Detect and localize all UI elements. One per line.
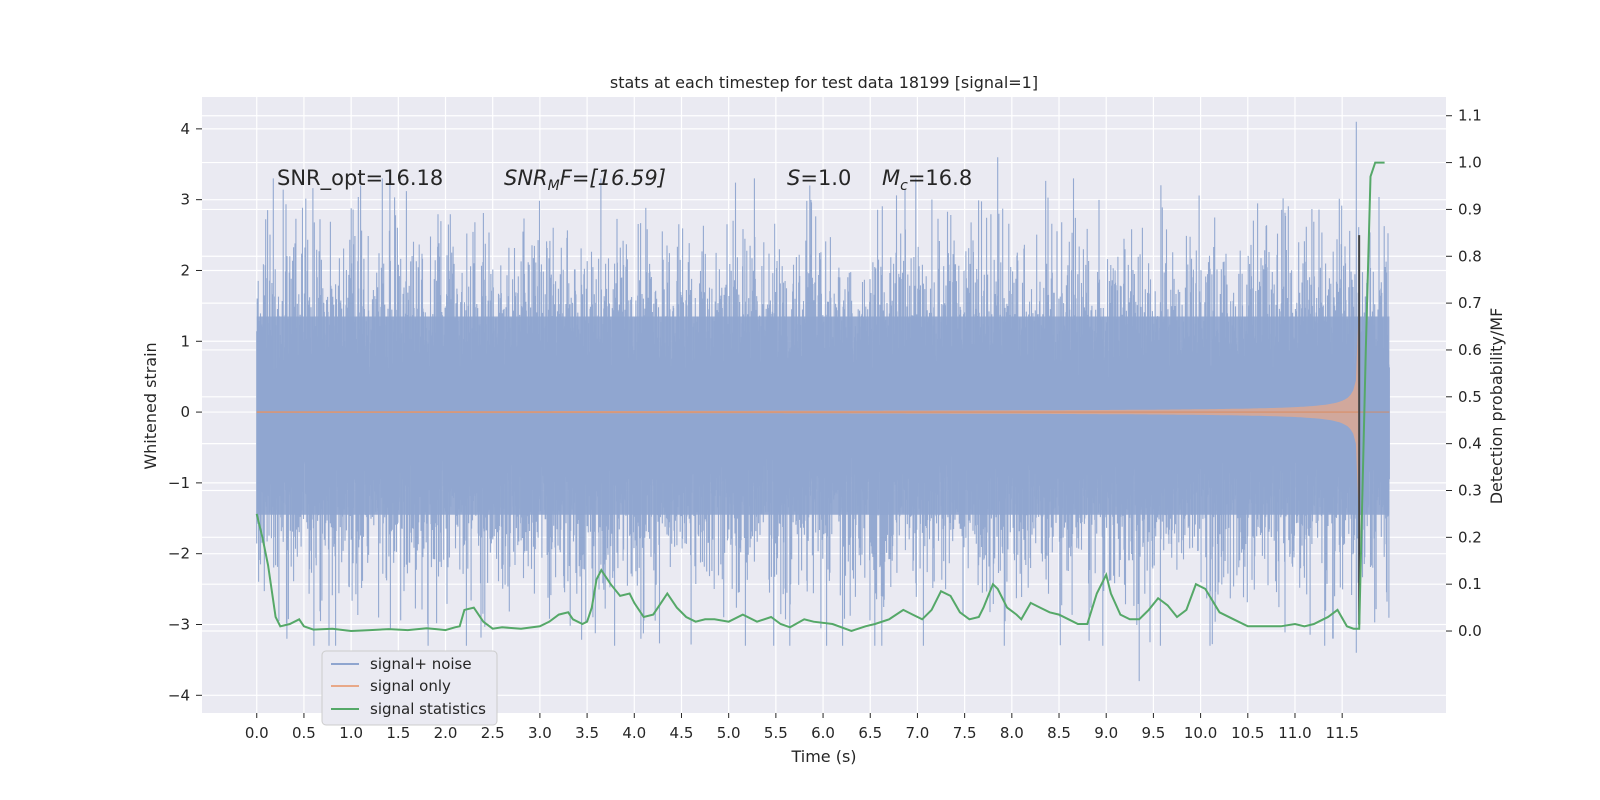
x-tick-label: 1.0 [339, 724, 363, 742]
left-y-tick-label: 0 [180, 403, 190, 421]
x-tick-label: 5.5 [764, 724, 788, 742]
right-y-axis-ticks: 1.1 1.0 0.9 0.8 0.7 0.6 0.5 0.4 0.3 0.2 0.1 0.0 [1446, 107, 1482, 640]
x-tick-label: 3.0 [528, 724, 552, 742]
right-y-tick-label: 0.8 [1458, 247, 1482, 265]
annotation-mc-suffix: =16.8 [908, 166, 972, 190]
x-tick-label: 4.5 [670, 724, 694, 742]
x-tick-label: 2.5 [481, 724, 505, 742]
annotation-snr-mf-sub: M [548, 178, 560, 194]
left-y-tick-label: 4 [180, 120, 190, 138]
x-tick-label: 10.0 [1184, 724, 1217, 742]
x-tick-label: 3.5 [575, 724, 599, 742]
left-y-tick-label: −4 [168, 686, 190, 704]
x-tick-label: 0.0 [245, 724, 269, 742]
chart-title: stats at each timestep for test data 181… [610, 73, 1038, 92]
x-axis-ticks: 0.0 0.5 1.0 1.5 2.0 2.5 3.0 3.5 4.0 4.5 5.0 5.5 6.0 6… [245, 713, 1359, 742]
x-tick-label: 7.5 [953, 724, 977, 742]
legend-label-noise: signal+ noise [370, 655, 472, 673]
right-y-tick-label: 0.6 [1458, 341, 1482, 359]
left-y-tick-label: −2 [168, 545, 190, 563]
annotation-snr-mf-prefix: SNR [504, 166, 548, 190]
annotation-s: S=1.0 [787, 166, 851, 190]
right-y-tick-label: 0.1 [1458, 575, 1482, 593]
x-tick-label: 8.5 [1047, 724, 1071, 742]
right-y-tick-label: 0.0 [1458, 622, 1482, 640]
annotation-snr-opt: SNR_opt=16.18 [277, 166, 443, 191]
signal-only-series [256, 235, 1390, 625]
left-y-tick-label: 3 [180, 191, 190, 209]
x-tick-label: 0.5 [292, 724, 316, 742]
right-y-tick-label: 0.7 [1458, 294, 1482, 312]
right-y-tick-label: 0.2 [1458, 528, 1482, 546]
left-y-axis-ticks: 4 3 2 1 0 −1 −2 −3 −4 [168, 120, 202, 704]
x-tick-label: 2.0 [434, 724, 458, 742]
x-tick-label: 8.0 [1000, 724, 1024, 742]
x-tick-label: 1.5 [386, 724, 410, 742]
signal-statistics-series [255, 161, 1385, 633]
annotation-s-prefix: S [787, 166, 800, 190]
x-tick-label: 6.0 [811, 724, 835, 742]
annotation-mc: Mc=16.8 [882, 166, 972, 194]
legend-box [321, 650, 498, 726]
right-y-tick-label: 1.0 [1458, 154, 1482, 172]
x-tick-label: 7.0 [906, 724, 930, 742]
annotation-mc-sub: c [900, 178, 908, 194]
right-y-tick-label: 0.4 [1458, 435, 1482, 453]
x-tick-label: 11.5 [1325, 724, 1358, 742]
x-tick-label: 10.5 [1231, 724, 1264, 742]
annotation-s-suffix: =1.0 [800, 166, 851, 190]
signal-noise-core [256, 316, 1390, 515]
annotation-snr-mf-suffix: F=[16.59] [560, 166, 666, 190]
x-axis-label: Time (s) [790, 747, 856, 766]
legend: signal+ noise signal only signal statist… [321, 650, 498, 726]
x-tick-label: 6.5 [858, 724, 882, 742]
left-y-tick-label: −3 [168, 615, 190, 633]
left-y-tick-label: −1 [168, 474, 190, 492]
x-tick-label: 11.0 [1278, 724, 1311, 742]
signal-statistics-line [255, 161, 1385, 633]
legend-label-signal: signal only [370, 677, 451, 695]
legend-label-statistics: signal statistics [370, 700, 486, 718]
signal-noise-series [256, 121, 1390, 682]
x-tick-label: 4.0 [622, 724, 646, 742]
x-tick-label: 9.0 [1094, 724, 1118, 742]
left-y-axis-label: Whitened strain [141, 342, 160, 469]
left-y-tick-label: 1 [180, 332, 190, 350]
right-y-tick-label: 1.1 [1458, 107, 1482, 125]
right-y-tick-label: 0.3 [1458, 481, 1482, 499]
right-y-axis-label: Detection probability/MF [1487, 308, 1506, 505]
x-tick-label: 5.0 [717, 724, 741, 742]
annotation-mc-prefix: M [882, 166, 900, 190]
left-y-tick-label: 2 [180, 261, 190, 279]
right-y-tick-label: 0.5 [1458, 388, 1482, 406]
right-y-tick-label: 0.9 [1458, 200, 1482, 218]
x-tick-label: 9.5 [1141, 724, 1165, 742]
annotation-snr-mf: SNRMF=[16.59] [504, 166, 666, 194]
